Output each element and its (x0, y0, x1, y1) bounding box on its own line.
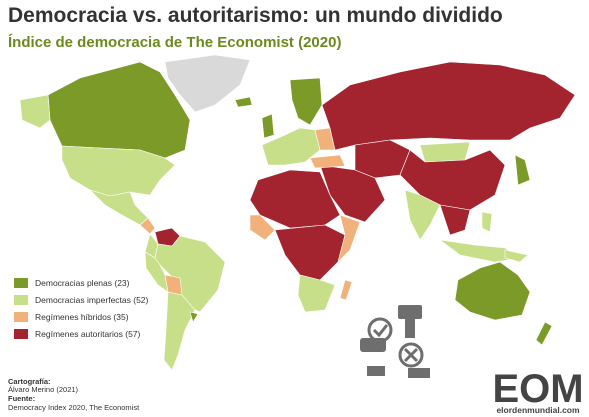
legend-label: Regímenes híbridos (35) (35, 312, 129, 322)
world-map (19, 54, 576, 371)
legend-swatch (14, 329, 28, 339)
alaska (19, 94, 51, 129)
check-icon (367, 317, 393, 343)
legend-swatch (14, 312, 28, 322)
cross-mark (403, 347, 419, 363)
legend-label: Democracias plenas (23) (35, 278, 130, 288)
uk (261, 113, 275, 139)
legend-label: Democracias imperfectas (52) (35, 295, 149, 305)
madagascar (339, 279, 353, 301)
credits: Cartografía: Álvaro Merino (2021) Fuente… (8, 377, 140, 412)
logo-mark: EOM (492, 367, 583, 411)
greenland (164, 54, 251, 113)
legend: Democracias plenas (23) Democracias imper… (14, 278, 149, 339)
new-zealand (535, 321, 553, 346)
cuff-left (367, 366, 385, 376)
southern-africa (297, 274, 336, 313)
west-africa (249, 214, 276, 241)
usa (61, 145, 176, 197)
subtitle: Índice de democracia de The Economist (2… (8, 34, 341, 51)
legend-swatch (14, 295, 28, 305)
india (404, 189, 441, 241)
logo-site: elordenmundial.com (496, 405, 580, 415)
credit-heading: Fuente: (8, 394, 35, 403)
ballot-icons (360, 305, 430, 378)
ballot-box (398, 305, 422, 319)
scandinavia (289, 77, 323, 126)
hand-left (360, 338, 386, 352)
brazil (154, 235, 226, 313)
credit-text: Álvaro Merino (2021) (8, 385, 79, 394)
title: Democracia vs. autoritarismo: un mundo d… (8, 4, 503, 27)
cross-icon (398, 342, 424, 368)
middle-east (319, 164, 386, 223)
argentina-chile (163, 291, 196, 371)
peru (144, 251, 169, 293)
iceland (234, 96, 253, 108)
turkey (309, 154, 346, 169)
korea-japan (514, 154, 531, 186)
credit-heading: Cartografía: (8, 377, 51, 386)
papua (504, 249, 529, 263)
central-america (139, 217, 156, 235)
ballot-slot (405, 318, 415, 338)
mongolia (419, 141, 471, 163)
cuff-right (408, 368, 430, 378)
east-africa (337, 214, 361, 263)
legend-label: Regímenes autoritarios (57) (35, 329, 141, 339)
central-africa (274, 224, 346, 281)
southeast-asia (439, 204, 471, 236)
mexico (89, 189, 149, 226)
north-africa (249, 169, 341, 229)
uruguay (189, 311, 199, 323)
philippines (481, 211, 493, 233)
credit-text: Democracy Index 2020, The Economist (8, 403, 140, 412)
australia (454, 261, 531, 321)
russia (321, 61, 576, 151)
check-mark (372, 324, 389, 338)
legend-swatch (14, 278, 28, 288)
